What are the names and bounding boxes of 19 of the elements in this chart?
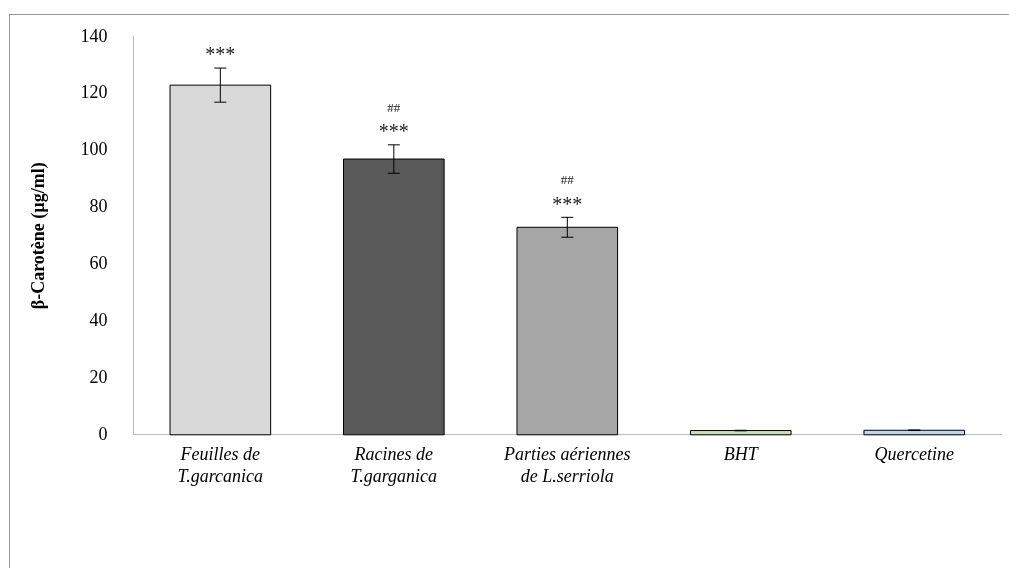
y-tick-label: 60: [89, 252, 108, 273]
y-tick-label: 100: [80, 139, 108, 160]
annotation: ##: [560, 172, 575, 188]
y-tick-label: 40: [89, 309, 108, 330]
x-tick-label: BHT: [723, 444, 760, 465]
annotation: ***: [205, 43, 236, 66]
y-axis-title: β-Carotène (µg/ml): [28, 162, 50, 310]
y-tick-label: 0: [98, 423, 108, 444]
x-tick-label: Feuilles de T.garcanica: [177, 444, 264, 486]
x-tick-label: Quercetine: [874, 444, 954, 465]
annotation: ***: [378, 120, 409, 143]
y-tick-label: 140: [80, 25, 108, 46]
y-tick-label: 20: [89, 366, 108, 387]
y-tick-label: 120: [80, 82, 108, 103]
y-tick-label: 80: [89, 196, 108, 217]
x-tick-label: Parties aériennes de L.serriola: [503, 444, 631, 486]
x-tick-label: Racines de T.garganica: [350, 444, 438, 486]
annotation: ##: [387, 99, 401, 115]
annotation: ***: [552, 192, 583, 215]
